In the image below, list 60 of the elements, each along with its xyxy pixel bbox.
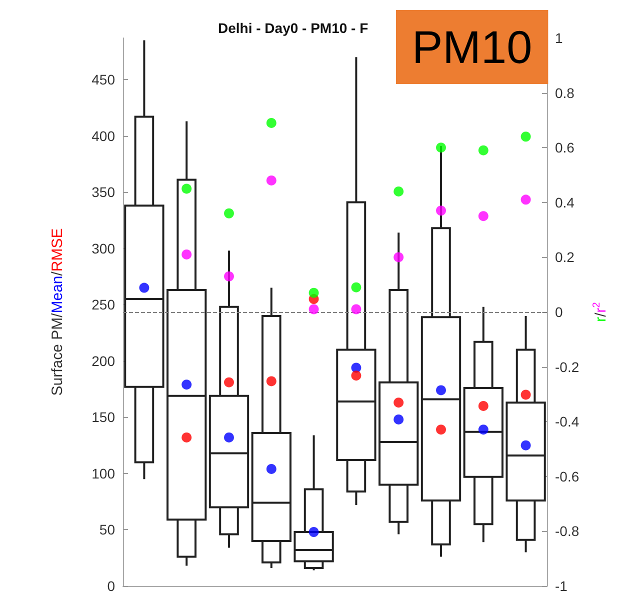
- y2-tick-label: -1: [555, 578, 568, 594]
- point: [266, 118, 276, 128]
- point: [224, 377, 234, 388]
- point: [182, 184, 192, 194]
- y2-tick-label: 0.6: [555, 140, 575, 156]
- point: [478, 211, 488, 222]
- point: [139, 282, 150, 293]
- point: [478, 400, 488, 411]
- point: [308, 288, 319, 298]
- annotation: PM10: [412, 21, 532, 73]
- y-tick-label: 0: [107, 578, 116, 594]
- y-tick-label: 100: [92, 465, 116, 482]
- point: [182, 380, 192, 390]
- point: [520, 390, 531, 400]
- point: [266, 376, 276, 386]
- point: [351, 282, 362, 292]
- y-tick-label: 50: [99, 522, 116, 538]
- y-tick-label: 350: [92, 184, 116, 200]
- y2-tick-label: 0.2: [555, 249, 575, 266]
- point: [351, 304, 362, 314]
- y2-axis-title: r/r2: [592, 302, 610, 322]
- y2-tick-label: 0: [555, 304, 563, 320]
- y-tick-label: 400: [92, 128, 116, 144]
- point: [436, 142, 446, 153]
- point: [266, 464, 276, 474]
- y-tick-label: 250: [92, 296, 116, 313]
- y2-tick-label: 0.4: [555, 194, 575, 210]
- point: [224, 432, 234, 442]
- point: [394, 414, 404, 424]
- point: [351, 370, 362, 381]
- y-tick-label: 300: [92, 240, 116, 256]
- y2-tick-label: -0.6: [555, 468, 580, 484]
- y2-tick-label: 1: [555, 30, 563, 46]
- point: [394, 186, 404, 196]
- point: [520, 194, 531, 205]
- chart-title: Delhi - Day0 - PM10 - F: [218, 20, 369, 36]
- y2-tick-label: -0.2: [555, 358, 580, 375]
- y2-tick-label: -0.8: [555, 523, 580, 540]
- point: [436, 424, 446, 435]
- y-axis-title: Surface PM/Mean/RMSE: [49, 228, 66, 396]
- point: [308, 304, 319, 314]
- y-tick-label: 150: [92, 409, 116, 426]
- point: [266, 175, 276, 186]
- y-tick-label: 450: [92, 72, 116, 88]
- point: [520, 132, 531, 142]
- point: [224, 208, 234, 218]
- point: [308, 526, 319, 537]
- point: [182, 432, 192, 442]
- point: [478, 145, 488, 156]
- point: [478, 424, 488, 435]
- point: [436, 206, 446, 216]
- point: [182, 249, 192, 260]
- y2-tick-label: 0.8: [555, 84, 575, 101]
- y-tick-label: 200: [92, 352, 116, 369]
- point: [436, 385, 446, 396]
- point: [224, 271, 234, 282]
- y2-tick-label: -0.4: [555, 414, 580, 430]
- point: [394, 398, 404, 408]
- point: [520, 440, 531, 450]
- point: [394, 252, 404, 262]
